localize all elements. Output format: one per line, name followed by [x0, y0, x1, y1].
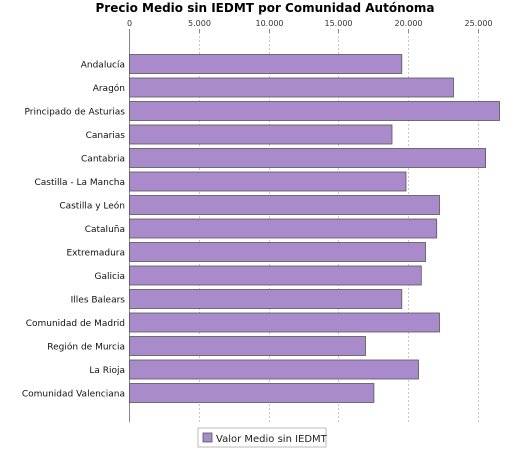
legend-swatch [202, 432, 213, 443]
bars [129, 54, 500, 403]
bar [129, 124, 393, 145]
bar [129, 265, 422, 286]
bar [129, 336, 366, 356]
bar [129, 242, 426, 262]
category-label: Andalucía [81, 61, 125, 71]
bar [129, 171, 407, 192]
category-label: Aragón [93, 83, 125, 94]
bar [129, 195, 440, 215]
category-label: Castilla - La Mancha [34, 178, 125, 188]
bar [129, 218, 438, 239]
bar [129, 359, 419, 380]
bar [129, 312, 440, 333]
category-label: Cantabria [81, 155, 125, 165]
category-label: Principado de Asturias [24, 108, 125, 118]
x-tick-label: 10.000 [256, 19, 284, 28]
bar [129, 383, 375, 403]
category-label: Castilla y León [59, 201, 125, 212]
bar [129, 289, 403, 309]
category-label: Región de Murcia [47, 342, 125, 353]
legend-label: Valor Medio sin IEDMT [216, 434, 328, 445]
x-tick-label: 20.000 [395, 19, 423, 28]
bar [129, 101, 500, 121]
legend: Valor Medio sin IEDMT [197, 427, 328, 448]
category-label: Comunidad Valenciana [22, 390, 125, 400]
legend-frame [197, 427, 327, 448]
category-label: Illes Balears [71, 296, 126, 306]
x-tick-label: 0 [127, 19, 132, 28]
bar [129, 148, 487, 168]
category-label: Canarias [86, 131, 126, 141]
category-label: Extremadura [67, 249, 126, 259]
x-tick-label: 15.000 [325, 19, 353, 28]
category-label: Comunidad de Madrid [26, 319, 125, 329]
x-tick-label: 25.000 [465, 19, 493, 28]
chart-title: Precio Medio sin IEDMT por Comunidad Aut… [96, 1, 435, 15]
category-labels: Andalucía Aragón Principado de Asturias Can… [22, 61, 125, 400]
category-label: Galicia [95, 272, 125, 282]
bar [129, 77, 454, 98]
x-tick-label: 5.000 [188, 19, 211, 28]
category-label: Cataluña [85, 225, 125, 235]
bar [129, 54, 403, 74]
category-label: La Rioja [89, 366, 125, 376]
